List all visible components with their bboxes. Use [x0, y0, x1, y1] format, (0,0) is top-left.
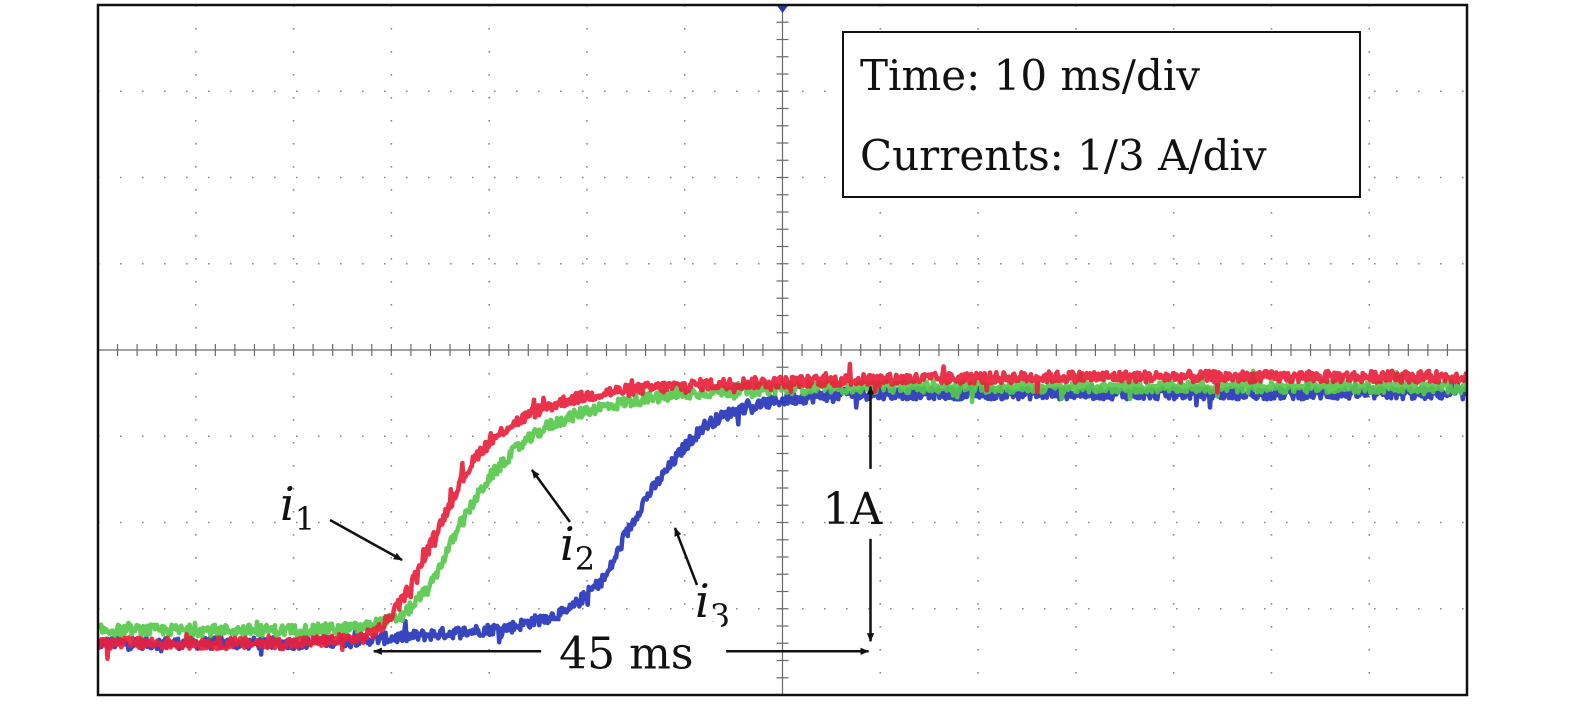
- plot-frame: [96, 3, 1469, 697]
- dimension-annotations: 1A 45 ms: [372, 385, 884, 679]
- trace-label-symbol: i: [560, 517, 575, 571]
- trace-label-arrow: [673, 527, 699, 586]
- current-scale-label: Currents: 1/3 A/div: [860, 131, 1267, 180]
- trace-label-arrow: [329, 518, 403, 562]
- trace-label-subscript: 1: [295, 500, 315, 538]
- trace-i1: [98, 361, 1467, 662]
- current-dimension-label: 1A: [823, 484, 884, 535]
- time-dimension-label-bg: [551, 621, 722, 678]
- scale-legend: Time: 10 ms/div Currents: 1/3 A/div: [842, 31, 1361, 198]
- scale-legend-box: [842, 31, 1361, 198]
- time-scale-label: Time: 10 ms/div: [860, 51, 1200, 100]
- traces: [98, 361, 1467, 662]
- time-dimension-label: 45 ms: [559, 628, 693, 679]
- trace-label-i1: i1: [280, 477, 315, 538]
- trace-label-i2: i2: [560, 517, 595, 578]
- trace-label-symbol: i: [280, 477, 295, 531]
- trigger-marker-icon: [776, 5, 789, 13]
- trace-label-arrow: [530, 469, 572, 523]
- trace-label-symbol: i: [695, 574, 710, 628]
- trace-label-subscript: 2: [575, 540, 595, 578]
